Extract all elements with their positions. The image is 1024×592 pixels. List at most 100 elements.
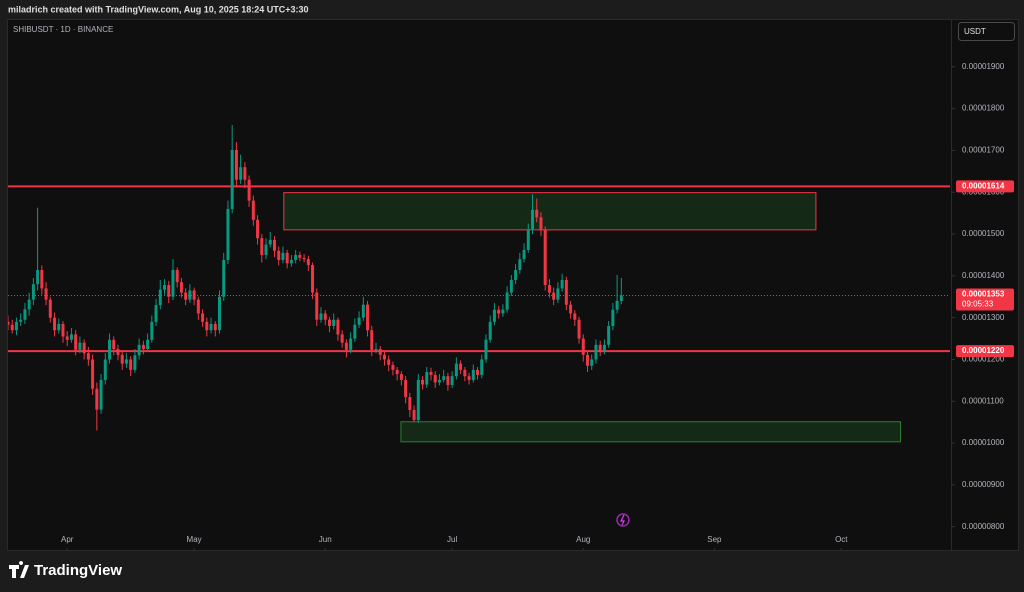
y-tick-label: 0.00000800 bbox=[962, 522, 1005, 531]
candle-body bbox=[201, 313, 205, 322]
level-label: 0.00001220 bbox=[962, 346, 1005, 355]
candle-body bbox=[404, 379, 408, 398]
last-price-label: 0.00001353 bbox=[962, 290, 1005, 299]
candle-body bbox=[585, 354, 589, 366]
candle-body bbox=[577, 319, 581, 339]
candle-body bbox=[602, 344, 606, 352]
event-bolt[interactable] bbox=[620, 514, 625, 526]
caption: miladrich created with TradingView.com, … bbox=[8, 4, 309, 14]
brand-logo bbox=[9, 561, 29, 578]
y-tick-label: 0.00001200 bbox=[962, 355, 1005, 364]
candle-body bbox=[560, 280, 564, 289]
candle-body bbox=[564, 280, 568, 305]
event-icon[interactable] bbox=[616, 513, 630, 527]
y-tick-label: 0.00001300 bbox=[962, 313, 1005, 322]
candle-body bbox=[99, 379, 103, 410]
candle-body bbox=[196, 299, 200, 314]
candle-body bbox=[133, 355, 137, 370]
candle-body bbox=[509, 280, 513, 293]
brand: TradingView bbox=[34, 562, 122, 579]
candle-body bbox=[213, 323, 217, 331]
x-tick-label: Oct bbox=[835, 535, 848, 544]
candle-body bbox=[23, 309, 27, 320]
candle-body bbox=[387, 359, 391, 365]
candle-body bbox=[569, 304, 573, 314]
candle-body bbox=[239, 167, 243, 180]
candle-body bbox=[146, 339, 150, 350]
candle-body bbox=[412, 410, 416, 421]
candle-body bbox=[184, 292, 188, 300]
candle-body bbox=[150, 321, 154, 340]
y-tick-label: 0.00001400 bbox=[962, 271, 1005, 280]
candle-body bbox=[395, 369, 399, 375]
candle-body bbox=[480, 359, 484, 375]
candle-body bbox=[222, 259, 226, 297]
level-label: 0.00001614 bbox=[962, 181, 1005, 190]
candle-body bbox=[281, 252, 285, 260]
candle-body bbox=[556, 288, 560, 300]
candle-body bbox=[349, 338, 353, 350]
candle-body bbox=[619, 295, 623, 301]
candle-body bbox=[344, 342, 348, 350]
currency-box[interactable] bbox=[958, 22, 1015, 41]
candle-body bbox=[256, 219, 260, 239]
candle-body bbox=[315, 292, 319, 320]
candle-body bbox=[260, 238, 264, 255]
candle-body bbox=[323, 313, 327, 320]
currency[interactable]: USDT bbox=[964, 27, 986, 36]
candle-body bbox=[518, 259, 522, 270]
candle-body bbox=[459, 363, 463, 370]
candle-body bbox=[158, 289, 162, 306]
chart-panel bbox=[7, 19, 1019, 551]
candle-body bbox=[463, 369, 467, 377]
x-tick-label: Aug bbox=[576, 535, 590, 544]
candle-body bbox=[505, 292, 509, 310]
candle-body bbox=[442, 376, 446, 380]
y-tick-label: 0.00001900 bbox=[962, 62, 1005, 71]
candle-body bbox=[514, 269, 518, 281]
candle-body bbox=[378, 349, 382, 355]
candle-body bbox=[48, 299, 52, 318]
candle-body bbox=[416, 379, 420, 421]
candle-body bbox=[167, 285, 171, 297]
candle-body bbox=[543, 229, 547, 286]
candle-body bbox=[57, 323, 61, 331]
x-tick-label: Apr bbox=[61, 535, 74, 544]
candle-body bbox=[484, 339, 488, 360]
plot-area bbox=[8, 124, 950, 443]
candle-body bbox=[446, 376, 450, 385]
candle-body bbox=[492, 309, 496, 322]
candle-body bbox=[539, 217, 543, 230]
last-price-box bbox=[956, 288, 1014, 311]
logo-icon bbox=[9, 561, 29, 578]
candle-body bbox=[175, 269, 179, 283]
candle-body bbox=[137, 344, 141, 356]
event-circle[interactable] bbox=[616, 513, 630, 527]
candle-body bbox=[74, 334, 78, 350]
level-label-box bbox=[956, 180, 1014, 193]
candle-body bbox=[340, 334, 344, 343]
candle-body bbox=[209, 323, 213, 331]
candle-body bbox=[450, 376, 454, 385]
candle-body bbox=[425, 372, 429, 385]
candle-body bbox=[476, 369, 480, 375]
candle-body bbox=[226, 208, 230, 260]
y-tick-label: 0.00001700 bbox=[962, 146, 1005, 155]
level-label-box bbox=[956, 345, 1014, 358]
y-tick-label: 0.00001800 bbox=[962, 104, 1005, 113]
x-tick-label: May bbox=[187, 535, 202, 544]
candle-body bbox=[497, 309, 501, 314]
candle-body bbox=[382, 354, 386, 360]
y-tick-label: 0.00000900 bbox=[962, 480, 1005, 489]
candle-body bbox=[112, 339, 116, 350]
candle-body bbox=[526, 229, 530, 250]
candle-body bbox=[31, 284, 35, 300]
y-tick-label: 0.00001000 bbox=[962, 438, 1005, 447]
candle-body bbox=[36, 269, 40, 285]
candle-body bbox=[294, 254, 298, 260]
candle-body bbox=[552, 292, 556, 300]
candle-body bbox=[598, 344, 602, 352]
x-tick-label: Jun bbox=[319, 535, 332, 544]
candle-body bbox=[124, 359, 128, 364]
